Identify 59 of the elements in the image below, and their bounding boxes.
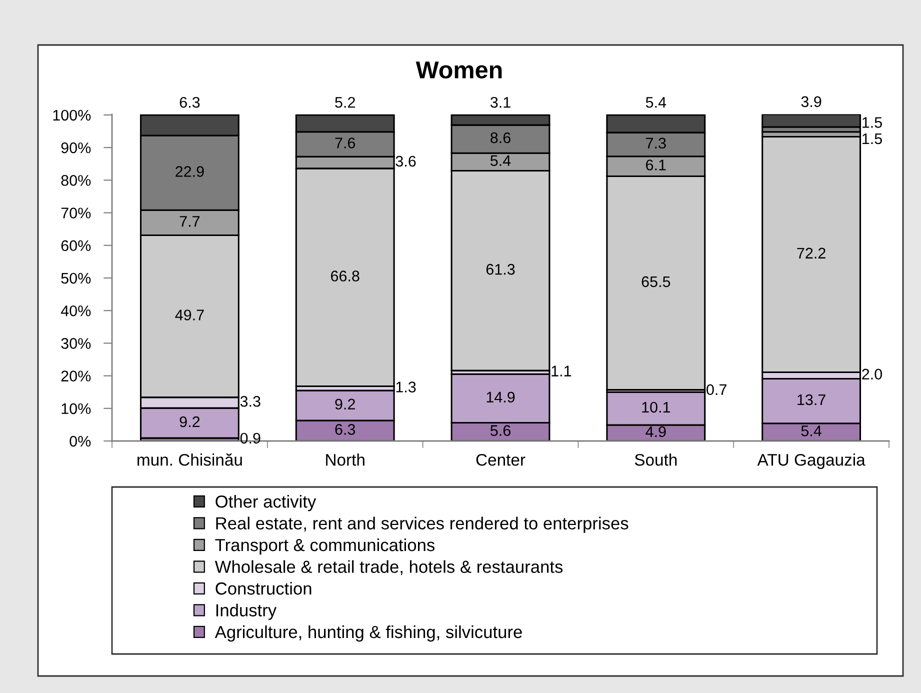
legend-label: Transport & communications [215, 538, 435, 555]
data-label: 66.8 [331, 270, 360, 282]
data-label: 1.5 [862, 117, 882, 128]
data-label: 13.7 [798, 394, 826, 406]
legend-label: Industry [216, 604, 277, 620]
y-tick-label: 70% [61, 208, 91, 218]
data-label: 3.9 [801, 96, 822, 108]
data-label: 49.7 [175, 310, 204, 320]
y-tick-label: 50% [61, 272, 91, 284]
legend-label: Agriculture, hunting & fishing, silvicuture [214, 625, 522, 642]
y-tick-label: 100% [53, 110, 91, 121]
y-tick-label: 80% [61, 175, 91, 186]
data-label: 5.4 [801, 426, 822, 436]
y-tick-label: 0% [70, 436, 91, 447]
data-label: 8.6 [490, 132, 510, 144]
data-label: 3.6 [396, 156, 416, 167]
legend-label: Construction [216, 582, 312, 595]
data-label: 7.3 [646, 138, 666, 149]
y-tick-label: 90% [61, 142, 91, 154]
data-label: 5.6 [490, 425, 510, 436]
legend-label: Wholesale & retail trade, hotels & restaurants [214, 560, 563, 576]
x-tick-label: mun. Chisinău [138, 453, 242, 466]
data-label: 5.4 [646, 97, 666, 108]
data-label: 3.3 [240, 396, 260, 407]
y-tick-label: 30% [61, 338, 91, 349]
data-label: 9.2 [180, 416, 200, 428]
data-label: 65.5 [642, 276, 670, 288]
data-label: 2.0 [862, 368, 882, 380]
data-label: 22.9 [176, 166, 204, 177]
data-label: 6.3 [335, 424, 356, 435]
y-tick-label: 10% [62, 403, 91, 414]
y-tick-label: 20% [61, 370, 91, 382]
chart-title: Women [416, 62, 502, 79]
data-label: 0.9 [240, 432, 260, 444]
x-tick-label: North [326, 454, 364, 466]
data-label: 5.2 [335, 96, 355, 108]
data-label: 1.5 [862, 134, 882, 144]
data-label: 6.1 [646, 160, 666, 170]
data-label: 5.4 [490, 155, 511, 166]
data-label: 0.7 [706, 384, 726, 396]
y-tick-label: 60% [61, 240, 91, 252]
data-label: 10.1 [642, 402, 670, 413]
data-label: 4.9 [646, 426, 666, 438]
legend-label: Real estate, rent and services rendered to enterprises [216, 516, 628, 533]
data-label: 72.2 [797, 248, 826, 258]
data-label: 7.6 [335, 138, 356, 148]
x-tick-label: Center [476, 454, 526, 466]
data-label: 7.7 [180, 216, 200, 227]
x-tick-label: South [634, 454, 677, 466]
data-label: 9.2 [335, 398, 355, 410]
data-label: 14.9 [486, 392, 515, 403]
data-label: 61.3 [486, 264, 515, 275]
data-label: 1.1 [552, 366, 572, 376]
data-label: 1.3 [396, 382, 416, 392]
x-tick-label: ATU Gagauzia [757, 454, 866, 470]
legend-label: Other activity [216, 495, 316, 512]
data-label: 6.3 [180, 96, 200, 108]
data-label: 3.1 [490, 96, 510, 108]
y-tick-label: 40% [60, 305, 91, 316]
